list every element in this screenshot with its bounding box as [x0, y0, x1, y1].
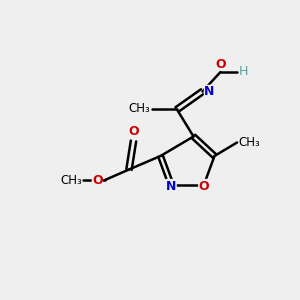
Text: N: N — [166, 179, 176, 193]
Text: CH₃: CH₃ — [128, 101, 150, 115]
Text: O: O — [92, 173, 103, 187]
Text: O: O — [128, 125, 139, 138]
Text: O: O — [215, 58, 226, 70]
Text: CH₃: CH₃ — [60, 173, 82, 187]
Text: O: O — [199, 179, 209, 193]
Text: CH₃: CH₃ — [238, 136, 260, 149]
Text: H: H — [238, 65, 248, 79]
Text: N: N — [204, 85, 214, 98]
